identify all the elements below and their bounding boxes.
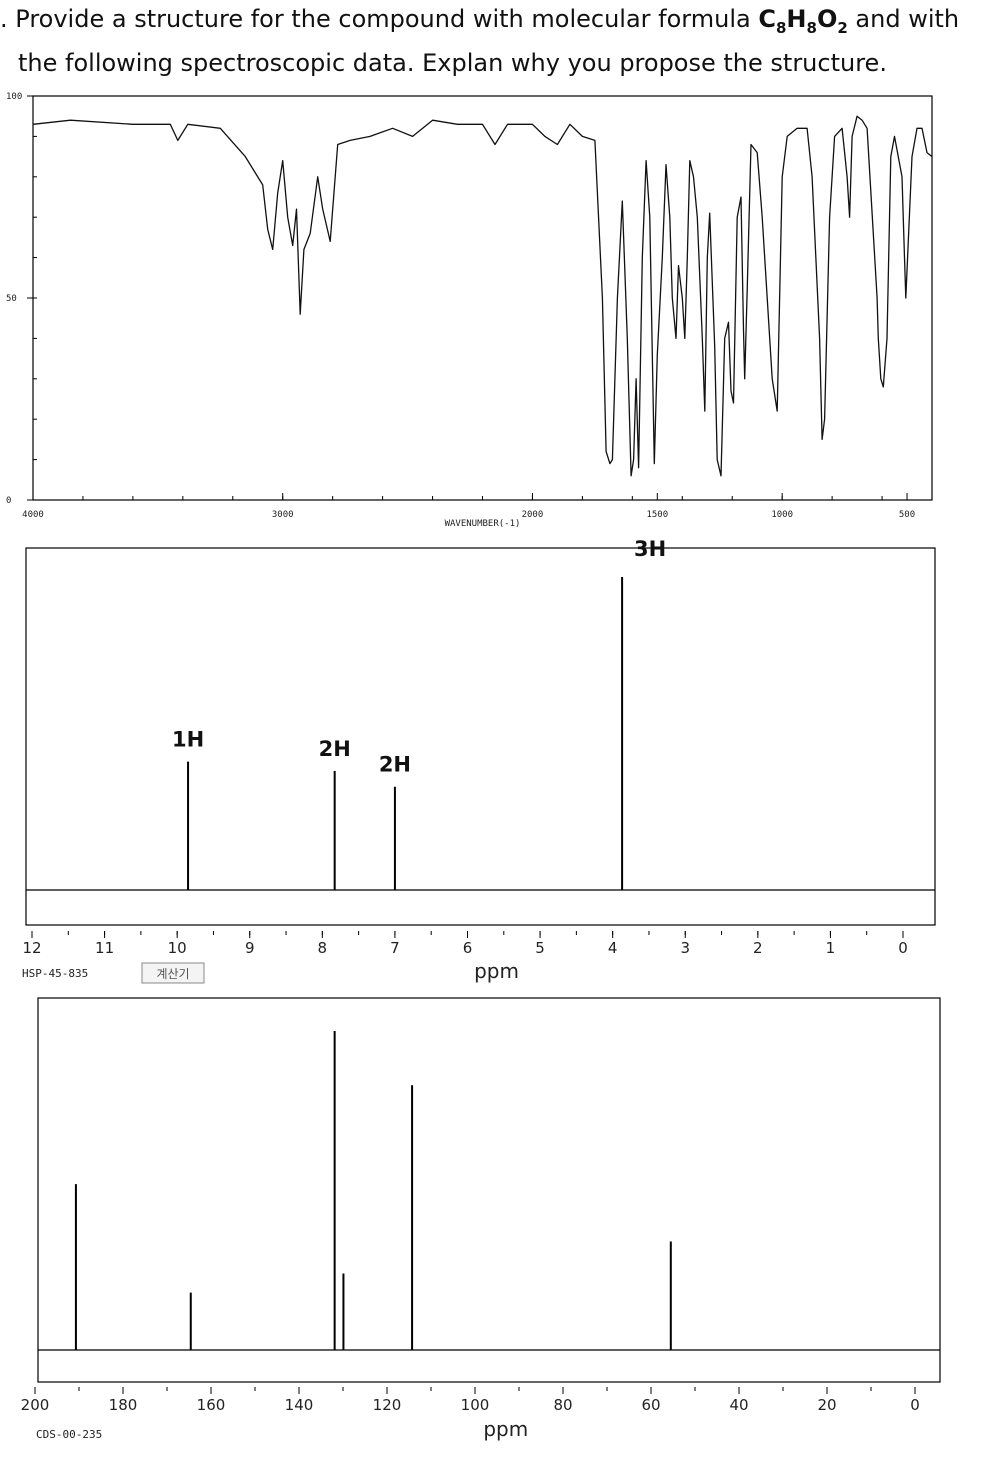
c-nmr-x-axis-label: ppm xyxy=(483,1417,528,1441)
h-nmr-plot-frame xyxy=(26,548,935,925)
c-nmr-x-tick-label: 100 xyxy=(461,1396,490,1414)
h-nmr-x-tick-label: 7 xyxy=(390,939,400,957)
c-nmr-x-tick-label: 80 xyxy=(553,1396,572,1414)
question-text-a: Provide a structure for the compound wit… xyxy=(15,5,758,33)
h-nmr-x-axis-label: ppm xyxy=(474,959,519,983)
c-nmr-x-tick-label: 160 xyxy=(197,1396,226,1414)
h-nmr-x-tick-label: 3 xyxy=(680,939,690,957)
c-nmr-x-tick-label: 140 xyxy=(285,1396,314,1414)
ir-x-axis-label: WAVENUMBER(-1) xyxy=(445,519,521,528)
c-nmr-code-label: CDS-00-235 xyxy=(36,1428,102,1441)
c-nmr-plot-frame xyxy=(38,998,940,1382)
molecular-formula: C8H8O2 xyxy=(758,5,847,33)
ir-x-tick-label: 4000 xyxy=(22,510,44,520)
c-nmr-x-tick-label: 0 xyxy=(910,1396,920,1414)
ir-spectrum-trace xyxy=(33,116,932,476)
h-nmr-x-tick-label: 8 xyxy=(318,939,328,957)
c-nmr-x-tick-label: 120 xyxy=(373,1396,402,1414)
h-nmr-x-tick-label: 2 xyxy=(753,939,763,957)
c-nmr-x-tick-label: 180 xyxy=(109,1396,138,1414)
question-line-2: the following spectroscopic data. Explan… xyxy=(18,48,887,78)
calculator-button-label: 계산기 xyxy=(156,967,189,981)
ir-plot-frame xyxy=(33,96,932,500)
question-number: . xyxy=(0,5,8,33)
h-nmr-code-label: HSP-45-835 xyxy=(22,967,88,980)
c-nmr-x-tick-label: 40 xyxy=(729,1396,748,1414)
calculator-button[interactable]: 계산기 xyxy=(142,963,204,983)
c-nmr-x-tick-label: 200 xyxy=(21,1396,50,1414)
h-nmr-x-tick-label: 9 xyxy=(245,939,255,957)
h-nmr-x-tick-label: 12 xyxy=(22,939,41,957)
question-text-b: and with xyxy=(848,5,959,33)
h-nmr-x-tick-label: 5 xyxy=(535,939,545,957)
h-nmr-x-tick-label: 11 xyxy=(95,939,114,957)
ir-x-tick-label: 2000 xyxy=(522,510,544,520)
h-nmr-x-tick-label: 1 xyxy=(826,939,836,957)
ir-y-tick-label: 0 xyxy=(6,496,11,506)
question-text: . Provide a structure for the compound w… xyxy=(0,0,1000,92)
h-nmr-integration-label: 2H xyxy=(319,737,351,761)
ir-spectrum: 4000 3000 2000 1500 1000 500 0 50 100 WAVENUMBER(… xyxy=(0,88,1000,528)
h-nmr-x-tick-label: 4 xyxy=(608,939,618,957)
ir-x-tick-label: 1000 xyxy=(771,510,793,520)
h-nmr-x-tick-label: 0 xyxy=(898,939,908,957)
h-nmr-integration-label: 1H xyxy=(172,728,204,752)
ir-y-tick-label: 50 xyxy=(6,294,17,304)
h-nmr-integration-label: 2H xyxy=(379,753,411,777)
question-line-1: . Provide a structure for the compound w… xyxy=(0,4,959,43)
c-nmr-x-tick-label: 20 xyxy=(817,1396,836,1414)
ir-y-tick-label: 100 xyxy=(6,92,22,102)
c-nmr-x-tick-label: 60 xyxy=(641,1396,660,1414)
ir-x-tick-label: 3000 xyxy=(272,510,294,520)
ir-x-tick-label: 1500 xyxy=(646,510,668,520)
h-nmr-x-tick-label: 10 xyxy=(168,939,187,957)
h-nmr-integration-label: 3H xyxy=(634,540,666,561)
ir-x-tick-label: 500 xyxy=(899,510,915,520)
h-nmr-x-tick-label: 6 xyxy=(463,939,473,957)
